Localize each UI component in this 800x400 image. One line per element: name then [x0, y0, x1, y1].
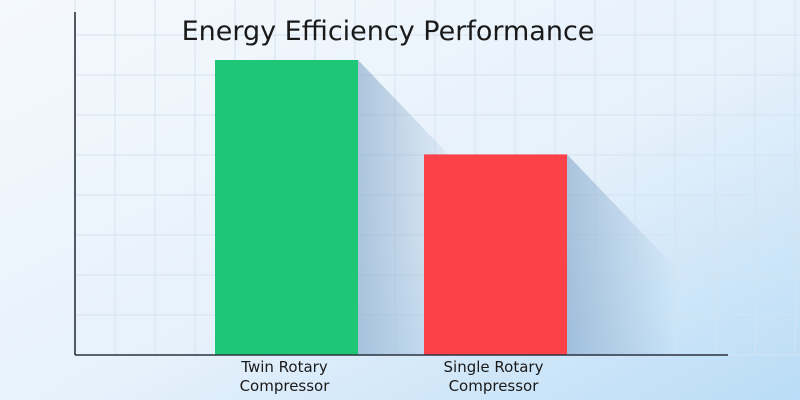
x-tick-label: Twin Rotary Compressor	[240, 358, 331, 395]
category-labels: Twin Rotary Compressor Single Rotary Compre…	[240, 358, 544, 395]
chart-title: Energy Efficiency Performance	[182, 16, 595, 47]
bar-shadow	[567, 154, 677, 355]
bar-twin-rotary	[215, 60, 358, 355]
x-tick-label: Single Rotary Compressor	[444, 358, 544, 395]
bar-single-rotary	[424, 154, 567, 355]
bars	[215, 60, 567, 355]
axes	[74, 12, 728, 356]
